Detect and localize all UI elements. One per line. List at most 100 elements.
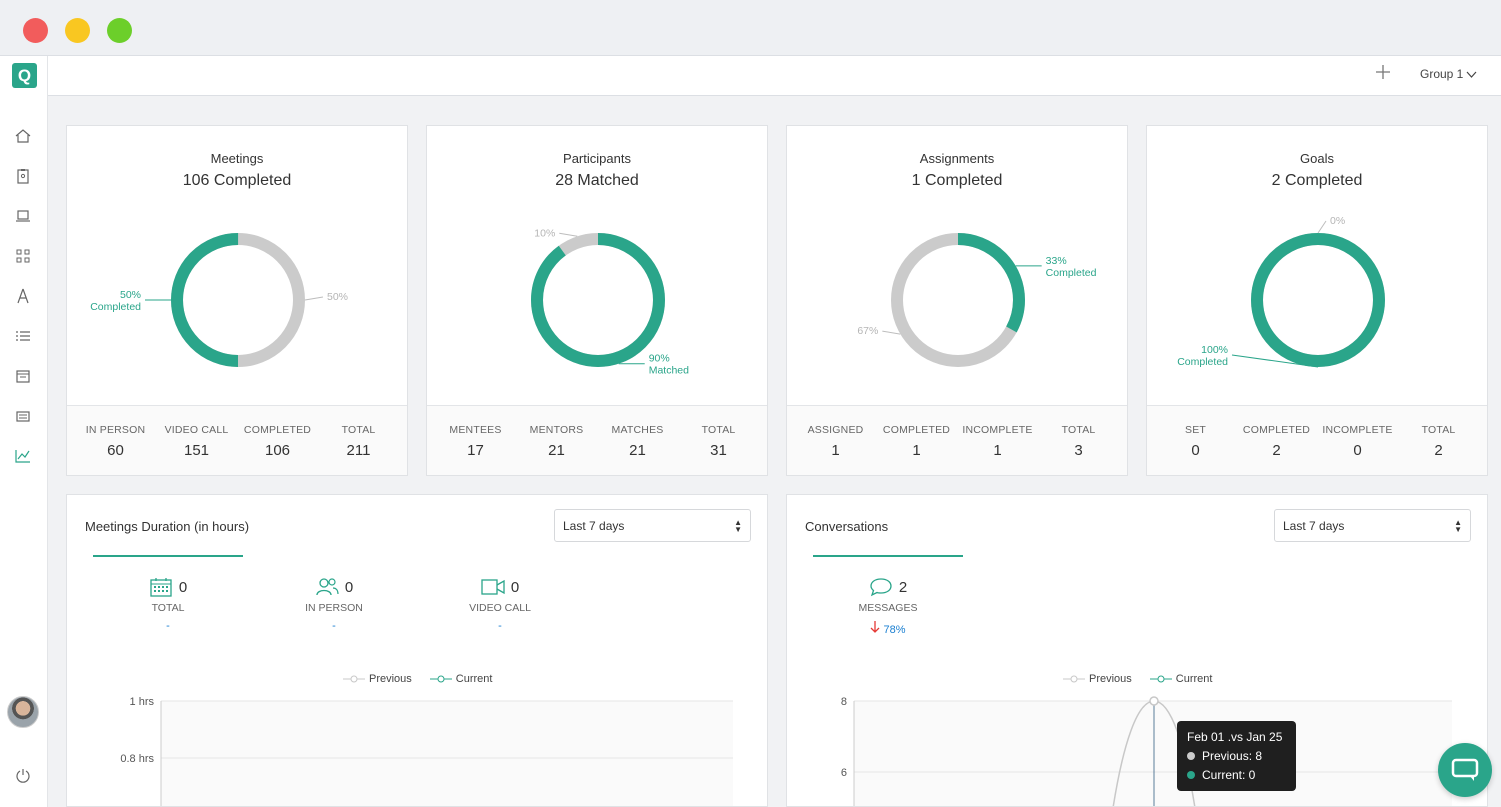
card-title: Participants bbox=[563, 151, 631, 166]
stat-label: INCOMPLETE bbox=[1322, 424, 1393, 436]
calendar-nav-icon[interactable] bbox=[14, 367, 32, 385]
stat-matches: MATCHES 21 bbox=[597, 406, 678, 475]
metric-video-call: 0 VIDEO CALL - bbox=[450, 575, 550, 633]
legend-current[interactable]: Current bbox=[1149, 673, 1212, 685]
add-icon[interactable] bbox=[1373, 62, 1393, 82]
stat-label: IN PERSON bbox=[85, 424, 146, 436]
donut-green-word: Completed bbox=[1177, 356, 1228, 368]
stat-completed: COMPLETED 106 bbox=[237, 406, 318, 475]
chevron-down-icon bbox=[1466, 71, 1477, 78]
legend-current[interactable]: Current bbox=[429, 673, 492, 685]
donut-green-segment[interactable] bbox=[891, 233, 1025, 367]
label-leader-line bbox=[559, 232, 578, 237]
tooltip-current: Current: 0 bbox=[1202, 768, 1256, 782]
legend-current-marker bbox=[1149, 675, 1172, 683]
stat-total: TOTAL 31 bbox=[678, 406, 759, 475]
stat-completed: COMPLETED 2 bbox=[1236, 406, 1317, 475]
card-subtitle: 1 Completed bbox=[911, 172, 1003, 189]
close-window-button[interactable] bbox=[23, 18, 48, 43]
donut-green-pct: 90% bbox=[649, 353, 670, 365]
series-previous-point[interactable] bbox=[1149, 696, 1159, 706]
card-title: Goals bbox=[1300, 151, 1334, 166]
date-range-select[interactable]: Last 7 days ▲ ▼ bbox=[554, 509, 751, 542]
metric-value: 2 bbox=[898, 578, 908, 596]
group-label: Group 1 bbox=[1420, 67, 1464, 81]
stat-total: TOTAL 3 bbox=[1038, 406, 1119, 475]
tooltip-swatch bbox=[1187, 752, 1195, 760]
stat-incomplete: INCOMPLETE 1 bbox=[957, 406, 1038, 475]
clipboard-icon[interactable] bbox=[14, 167, 32, 185]
meetings-card: Meetings 106 Completed 50% Completed 50% I… bbox=[66, 125, 408, 476]
home-icon[interactable] bbox=[14, 127, 32, 145]
power-icon[interactable] bbox=[14, 766, 32, 784]
stat-label: MENTEES bbox=[449, 424, 502, 436]
card-subtitle: 28 Matched bbox=[555, 172, 639, 189]
metric-change: - bbox=[166, 620, 170, 632]
participants-card: Participants 28 Matched 90% Matched 10% ME… bbox=[426, 125, 768, 476]
stat-value: 1 bbox=[912, 442, 921, 459]
plot-area bbox=[854, 701, 1452, 806]
donut-green-pct: 100% bbox=[1201, 344, 1228, 356]
legend-previous[interactable]: Previous bbox=[1063, 673, 1132, 685]
tooltip-current-row: Current: 0 bbox=[1187, 768, 1286, 782]
stat-mentees: MENTEES 17 bbox=[435, 406, 516, 475]
legend-previous[interactable]: Previous bbox=[343, 673, 412, 685]
y-tick-label: 0.8 hrs bbox=[120, 753, 154, 765]
metric-label: MESSAGES bbox=[858, 602, 918, 614]
label-leader-line bbox=[1317, 220, 1327, 234]
donut-grey-pct: 67% bbox=[857, 325, 878, 337]
label-leader-line bbox=[882, 330, 901, 335]
donut-green-segment[interactable] bbox=[1251, 233, 1385, 367]
maximize-window-button[interactable] bbox=[107, 18, 132, 43]
list-icon[interactable] bbox=[14, 327, 32, 345]
grid-icon[interactable] bbox=[14, 247, 32, 265]
donut-green-segment[interactable] bbox=[171, 233, 305, 367]
y-tick-label: 1 hrs bbox=[130, 696, 155, 708]
metric-messages: 2 MESSAGES 78% bbox=[838, 575, 938, 636]
assignments-card: Assignments 1 Completed 33% Completed 67% … bbox=[786, 125, 1128, 476]
select-arrows-icon: ▲ ▼ bbox=[734, 518, 742, 534]
card-icon[interactable] bbox=[14, 407, 32, 425]
card-stats: ASSIGNED 1 COMPLETED 1 INCOMPLETE 1 TOTAL 3 bbox=[787, 405, 1127, 475]
card-stats: IN PERSON 60 VIDEO CALL 151 COMPLETED 106 T… bbox=[67, 405, 407, 475]
date-range-select[interactable]: Last 7 days ▲ ▼ bbox=[1274, 509, 1471, 542]
chat-widget-button[interactable] bbox=[1438, 743, 1492, 797]
stat-completed: COMPLETED 1 bbox=[876, 406, 957, 475]
stat-label: SET bbox=[1184, 424, 1207, 436]
goals-donut-chart: 100%Completed 0% bbox=[1177, 215, 1385, 368]
stat-label: COMPLETED bbox=[1242, 424, 1311, 436]
stat-total: TOTAL 2 bbox=[1398, 406, 1479, 475]
chart-legend: Previous Current bbox=[1063, 673, 1212, 685]
stat-value: 17 bbox=[467, 442, 484, 459]
compass-icon[interactable] bbox=[14, 287, 32, 305]
donut-green-pct: 50% bbox=[120, 289, 141, 301]
app-logo[interactable]: Q bbox=[12, 63, 37, 88]
select-value: Last 7 days bbox=[563, 519, 625, 533]
stat-label: TOTAL bbox=[701, 424, 736, 436]
card-stats: SET 0 COMPLETED 2 INCOMPLETE 0 TOTAL 2 bbox=[1147, 405, 1487, 475]
stat-label: TOTAL bbox=[1421, 424, 1456, 436]
calendar-icon bbox=[150, 578, 172, 597]
user-avatar[interactable] bbox=[7, 696, 39, 728]
stat-label: COMPLETED bbox=[243, 424, 312, 436]
conversations-panel: Conversations Last 7 days ▲ ▼ 2 MESSAGES … bbox=[786, 494, 1488, 807]
minimize-window-button[interactable] bbox=[65, 18, 90, 43]
stat-label: VIDEO CALL bbox=[164, 424, 229, 436]
chart-legend: Previous Current bbox=[343, 673, 492, 685]
donut-grey-pct: 50% bbox=[327, 291, 348, 303]
stat-label: ASSIGNED bbox=[807, 424, 864, 436]
legend-label: Previous bbox=[369, 673, 412, 685]
panel-title: Meetings Duration (in hours) bbox=[85, 519, 250, 534]
group-selector[interactable]: Group 1 bbox=[1420, 67, 1477, 81]
stat-value: 21 bbox=[629, 442, 646, 459]
top-bar: Group 1 bbox=[48, 56, 1501, 96]
card-title: Meetings bbox=[210, 151, 264, 166]
donut-green-segment[interactable] bbox=[531, 233, 665, 367]
laptop-icon[interactable] bbox=[14, 207, 32, 225]
analytics-icon[interactable] bbox=[14, 447, 32, 465]
donut-green-word: Matched bbox=[649, 365, 689, 377]
card-subtitle: 2 Completed bbox=[1271, 172, 1363, 189]
y-tick-label: 6 bbox=[841, 767, 847, 779]
stat-value: 2 bbox=[1272, 442, 1281, 459]
stat-label: TOTAL bbox=[1061, 424, 1096, 436]
